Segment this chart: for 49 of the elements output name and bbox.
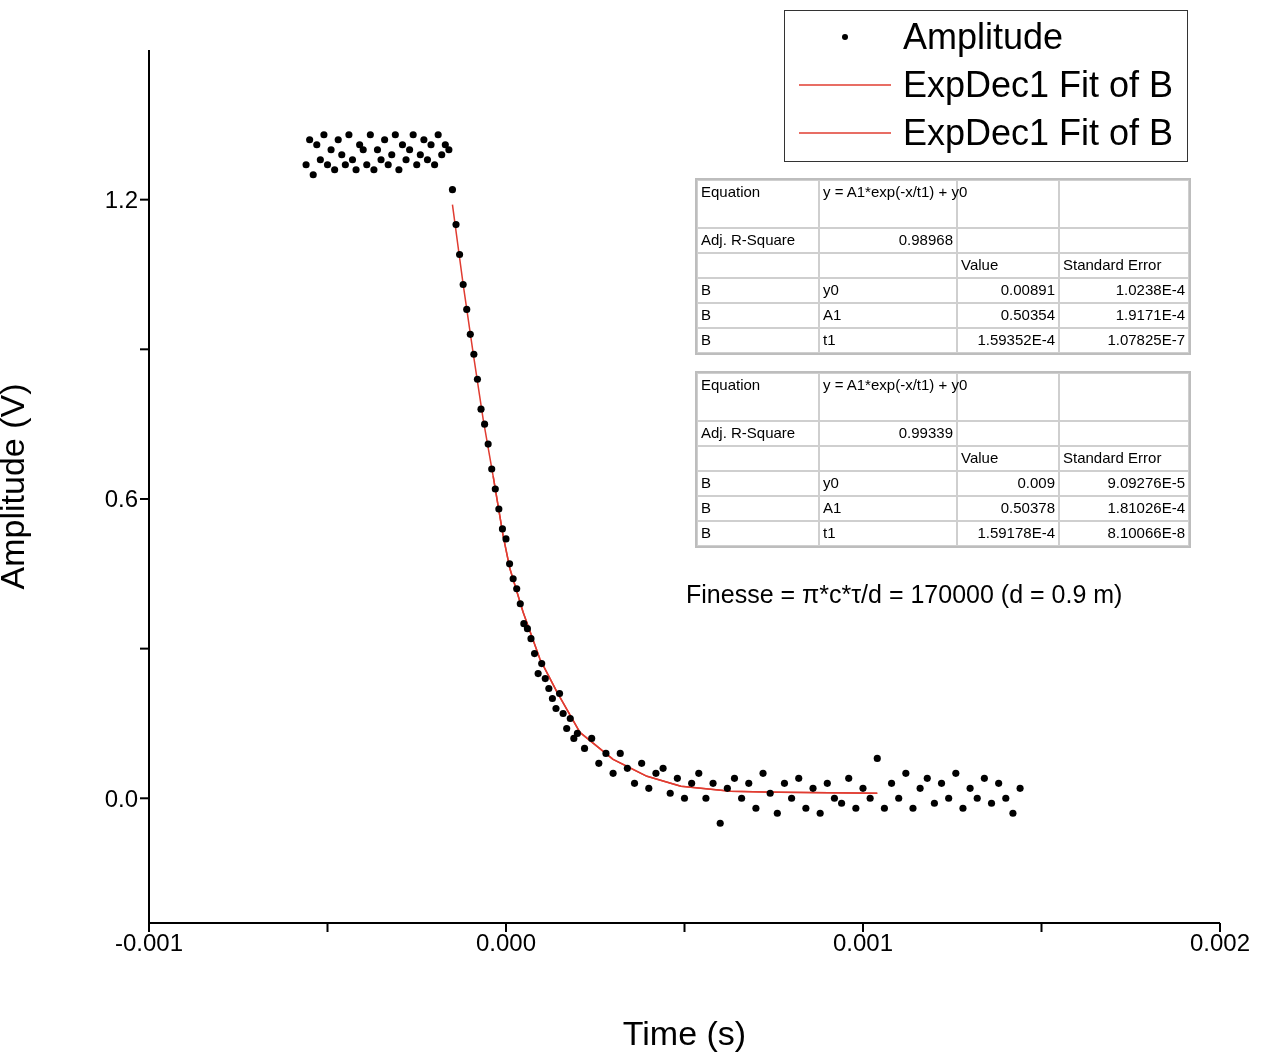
annotation: y = A1*exp(-x/t1) + y0 [823,183,968,201]
annotation: Adj. R-Square [701,424,797,442]
annotation: y0 [823,474,840,492]
y-tick-label: 0.6 [104,485,138,513]
annotation: B [701,306,712,324]
legend-label: ExpDec1 Fit of B [902,112,1173,154]
annotation: y0 [823,281,840,299]
legend-label: Amplitude [902,16,1063,58]
x-tick-label: -0.001 [114,929,184,957]
annotation: Standard Error [1063,256,1163,274]
annotation: B [701,499,712,517]
annotation: 1.81026E-4 [1106,499,1185,517]
annotation: Equation [701,376,762,394]
x-tick-label: 0.000 [475,929,537,957]
legend-label: ExpDec1 Fit of B [902,64,1173,106]
annotation: B [701,281,712,299]
y-axis-title: Amplitude (V) [0,383,32,590]
annotation: 0.00891 [999,281,1055,299]
annotation: A1 [823,499,843,517]
annotation: 1.59178E-4 [976,524,1055,542]
annotation: Value [961,449,1000,467]
annotation: B [701,524,712,542]
annotation: 0.50378 [999,499,1055,517]
annotation: 1.07825E-7 [1106,331,1185,349]
annotation: Value [961,256,1000,274]
annotation: t1 [823,524,837,542]
x-tick-label: 0.002 [1189,929,1251,957]
y-tick-label: 1.2 [104,186,138,214]
annotation: B [701,474,712,492]
annotation: y = A1*exp(-x/t1) + y0 [823,376,968,394]
annotation: 0.009 [1016,474,1055,492]
annotation: 0.50354 [999,306,1055,324]
annotation: t1 [823,331,837,349]
annotation: 9.09276E-5 [1106,474,1185,492]
annotation: Adj. R-Square [701,231,797,249]
annotation: 0.98968 [897,231,953,249]
x-tick-label: 0.001 [832,929,894,957]
annotation: 1.9171E-4 [1114,306,1185,324]
annotation: Equation [701,183,762,201]
annotation: 1.0238E-4 [1114,281,1185,299]
annotation: 8.10066E-8 [1106,524,1185,542]
annotation: 0.99339 [897,424,953,442]
annotation: 1.59352E-4 [976,331,1055,349]
annotation: A1 [823,306,843,324]
y-tick-label: 0.0 [104,784,138,812]
annotation: Finesse = π*c*τ/d = 170000 (d = 0.9 m) [686,580,1123,609]
x-axis-title: Time (s) [622,1014,747,1052]
annotation: Standard Error [1063,449,1163,467]
annotation: B [701,331,712,349]
